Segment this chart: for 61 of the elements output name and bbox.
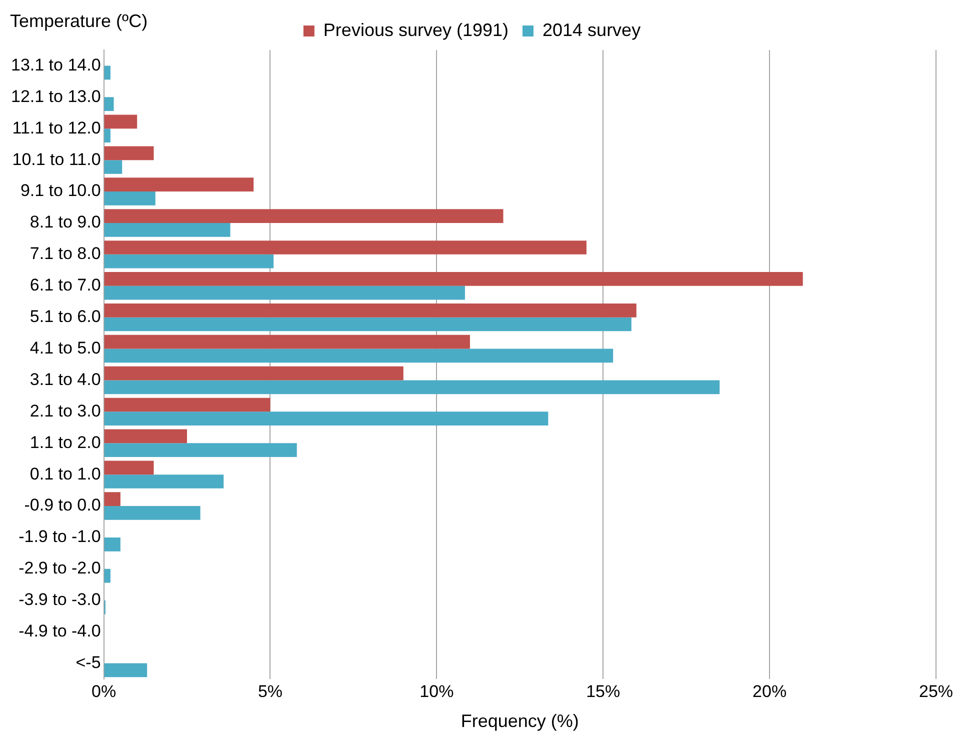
bar bbox=[104, 178, 254, 192]
bar bbox=[104, 66, 110, 80]
x-tick-label: 0% bbox=[92, 682, 116, 701]
y-tick-label: -0.9 to 0.0 bbox=[24, 496, 101, 515]
x-tick-label: 5% bbox=[258, 682, 283, 701]
y-tick-label: <-5 bbox=[76, 652, 101, 672]
x-axis-title: Frequency (%) bbox=[460, 711, 579, 732]
bar bbox=[104, 317, 632, 332]
legend-label: Previous survey (1991) bbox=[323, 20, 509, 40]
y-tick-label: 1.1 to 2.0 bbox=[30, 432, 101, 452]
bar bbox=[104, 240, 586, 254]
y-tick-label: -2.9 to -2.0 bbox=[18, 558, 101, 578]
y-tick-label: 3.1 to 4.0 bbox=[30, 370, 101, 389]
bar bbox=[104, 160, 122, 174]
bar bbox=[104, 192, 156, 206]
bar bbox=[104, 663, 148, 678]
bar bbox=[104, 146, 154, 160]
bar bbox=[104, 254, 274, 268]
bar bbox=[104, 492, 120, 506]
y-tick-label: 10.1 to 11.0 bbox=[12, 150, 101, 169]
bar bbox=[104, 334, 470, 349]
bar bbox=[104, 412, 548, 426]
x-tick-label: 10% bbox=[420, 682, 454, 701]
bar bbox=[104, 380, 720, 394]
bar bbox=[104, 506, 200, 520]
y-axis-title: Temperature (ºC) bbox=[10, 10, 148, 31]
bar bbox=[104, 537, 120, 552]
x-tick-label: 25% bbox=[918, 682, 954, 701]
bar bbox=[104, 97, 114, 112]
y-tick-label: 9.1 to 10.0 bbox=[20, 181, 101, 200]
bar bbox=[104, 286, 465, 300]
bar bbox=[104, 128, 110, 142]
y-tick-label: 6.1 to 7.0 bbox=[30, 276, 101, 295]
x-tick-label: 15% bbox=[586, 682, 620, 701]
y-tick-label: -3.9 to -3.0 bbox=[18, 590, 101, 610]
bar bbox=[104, 222, 230, 237]
y-tick-label: 0.1 to 1.0 bbox=[30, 464, 101, 484]
y-tick-label: 5.1 to 6.0 bbox=[30, 307, 101, 326]
bar bbox=[104, 460, 154, 475]
legend-label: 2014 survey bbox=[542, 20, 641, 40]
bar bbox=[104, 366, 404, 380]
y-tick-label: 11.1 to 12.0 bbox=[12, 118, 101, 138]
x-tick-label: 20% bbox=[752, 682, 787, 701]
y-tick-label: 8.1 to 9.0 bbox=[30, 212, 101, 232]
bar bbox=[104, 272, 803, 286]
bar bbox=[104, 474, 224, 488]
y-tick-label: -4.9 to -4.0 bbox=[18, 622, 101, 641]
y-tick-label: 13.1 to 14.0 bbox=[10, 55, 101, 74]
bar bbox=[104, 568, 110, 583]
y-tick-label: -1.9 to -1.0 bbox=[18, 527, 101, 546]
bar bbox=[104, 303, 636, 318]
y-tick-label: 2.1 to 3.0 bbox=[30, 401, 101, 420]
bar bbox=[104, 348, 614, 363]
y-tick-label: 7.1 to 8.0 bbox=[30, 244, 101, 264]
y-tick-label: 12.1 to 13.0 bbox=[10, 86, 101, 106]
bar bbox=[104, 209, 504, 223]
bar bbox=[104, 429, 188, 444]
bar bbox=[104, 443, 297, 457]
y-tick-label: 4.1 to 5.0 bbox=[30, 338, 101, 358]
bar bbox=[104, 114, 138, 129]
bar bbox=[104, 398, 270, 412]
